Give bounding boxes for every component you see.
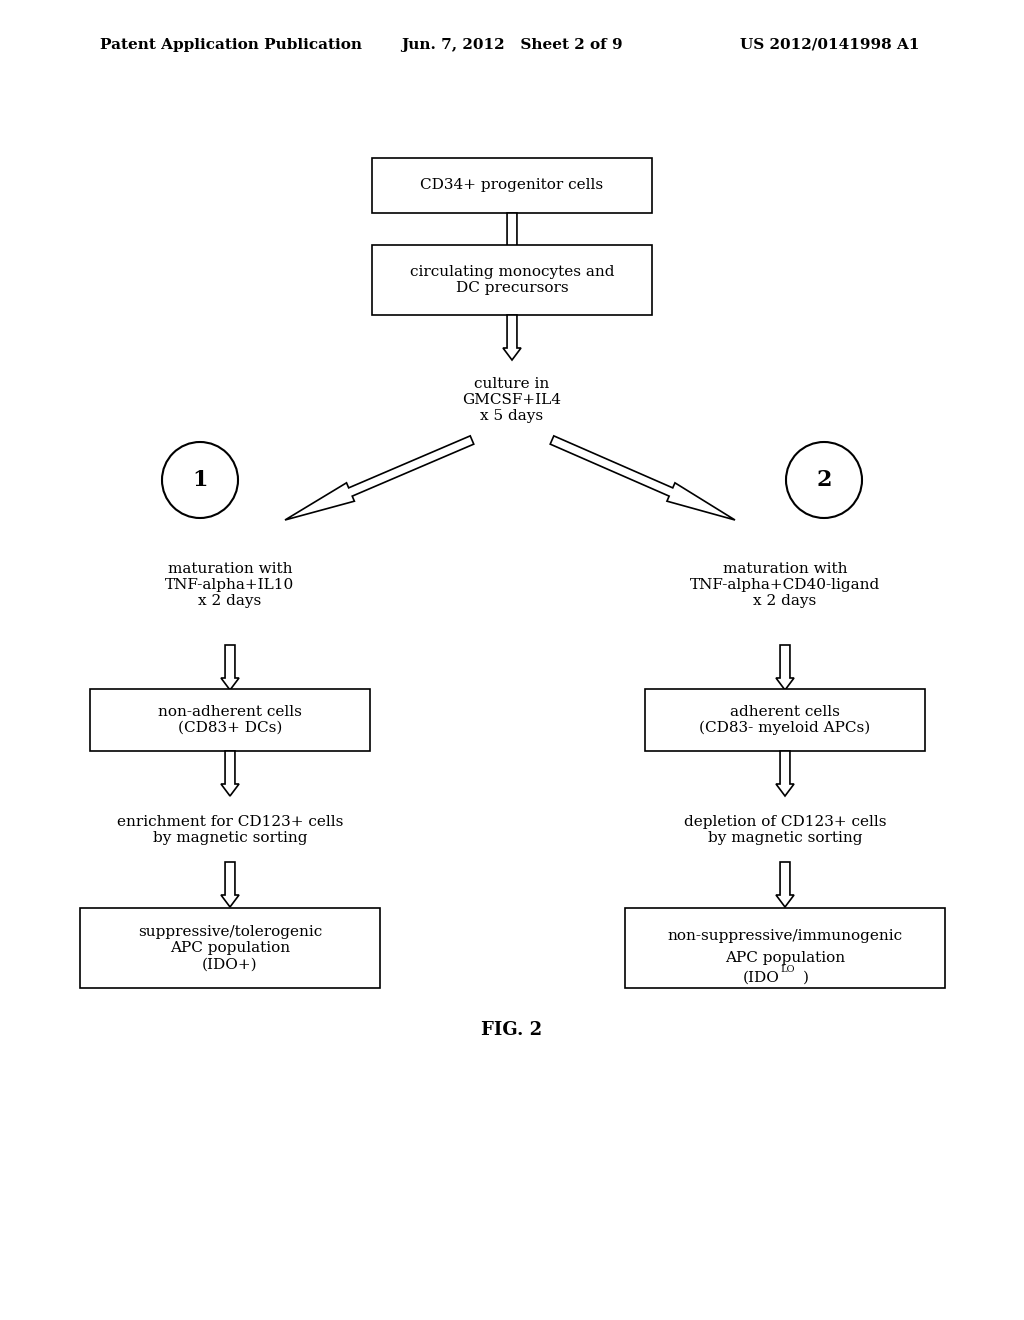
Polygon shape <box>221 645 239 690</box>
FancyBboxPatch shape <box>90 689 370 751</box>
Polygon shape <box>503 213 521 257</box>
Text: US 2012/0141998 A1: US 2012/0141998 A1 <box>740 38 920 51</box>
FancyBboxPatch shape <box>80 908 380 987</box>
Text: maturation with
TNF-alpha+CD40-ligand
x 2 days: maturation with TNF-alpha+CD40-ligand x … <box>690 562 880 609</box>
Polygon shape <box>776 645 794 690</box>
Text: depletion of CD123+ cells
by magnetic sorting: depletion of CD123+ cells by magnetic so… <box>684 814 886 845</box>
Polygon shape <box>776 751 794 796</box>
Text: Jun. 7, 2012   Sheet 2 of 9: Jun. 7, 2012 Sheet 2 of 9 <box>401 38 623 51</box>
Text: APC population: APC population <box>725 950 845 965</box>
Text: LO: LO <box>780 965 795 974</box>
FancyBboxPatch shape <box>645 689 925 751</box>
FancyBboxPatch shape <box>372 246 652 315</box>
Text: enrichment for CD123+ cells
by magnetic sorting: enrichment for CD123+ cells by magnetic … <box>117 814 343 845</box>
Text: CD34+ progenitor cells: CD34+ progenitor cells <box>421 178 603 191</box>
Text: non-suppressive/immunogenic: non-suppressive/immunogenic <box>668 929 902 942</box>
Polygon shape <box>221 751 239 796</box>
Text: suppressive/tolerogenic
APC population
(IDO+): suppressive/tolerogenic APC population (… <box>138 925 323 972</box>
Text: culture in
GMCSF+IL4
x 5 days: culture in GMCSF+IL4 x 5 days <box>463 376 561 424</box>
Polygon shape <box>503 315 521 360</box>
Text: 2: 2 <box>816 469 831 491</box>
Text: non-adherent cells
(CD83+ DCs): non-adherent cells (CD83+ DCs) <box>158 705 302 735</box>
Text: maturation with
TNF-alpha+IL10
x 2 days: maturation with TNF-alpha+IL10 x 2 days <box>165 562 295 609</box>
Circle shape <box>786 442 862 517</box>
Polygon shape <box>776 862 794 907</box>
FancyBboxPatch shape <box>625 908 945 987</box>
Text: FIG. 2: FIG. 2 <box>481 1020 543 1039</box>
FancyBboxPatch shape <box>372 157 652 213</box>
Text: 1: 1 <box>193 469 208 491</box>
Text: (IDO: (IDO <box>743 972 780 985</box>
Polygon shape <box>550 436 735 520</box>
Text: Patent Application Publication: Patent Application Publication <box>100 38 362 51</box>
Text: ): ) <box>803 972 809 985</box>
Polygon shape <box>221 862 239 907</box>
Polygon shape <box>285 436 474 520</box>
Text: adherent cells
(CD83- myeloid APCs): adherent cells (CD83- myeloid APCs) <box>699 705 870 735</box>
Text: circulating monocytes and
DC precursors: circulating monocytes and DC precursors <box>410 265 614 296</box>
Circle shape <box>162 442 238 517</box>
